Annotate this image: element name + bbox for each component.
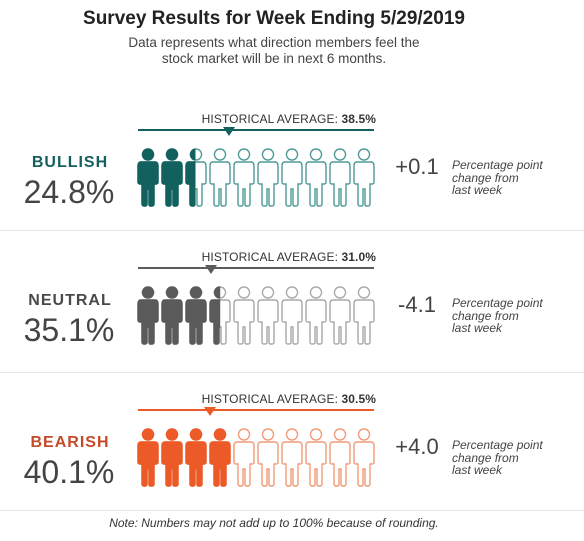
change-note-line-1: Percentage point (452, 438, 543, 452)
historical-average-line (138, 267, 374, 269)
change-note-line-3: last week (452, 321, 503, 335)
people-icon-row-bearish (137, 428, 375, 487)
percentage-value-bullish: 24.8% (23, 174, 115, 210)
rounding-footnote: Note: Numbers may not add up to 100% bec… (109, 516, 439, 530)
historical-average-label: HISTORICAL AVERAGE: 31.0% (180, 250, 376, 264)
person-icon-fill (209, 286, 221, 345)
historical-average-label: HISTORICAL AVERAGE: 30.5% (180, 392, 376, 406)
person-icon (161, 148, 183, 207)
category-label-bullish: BULLISH (31, 154, 109, 171)
person-icon (209, 286, 231, 345)
historical-average-marker (205, 265, 218, 274)
person-icon (329, 148, 351, 207)
section-divider (0, 230, 584, 231)
historical-average-line (138, 129, 374, 131)
bullish-section: HISTORICAL AVERAGE: 38.5% BULLISH 24.8% … (0, 98, 584, 238)
person-icon (281, 428, 303, 487)
neutral-section: HISTORICAL AVERAGE: 31.0% NEUTRAL 35.1% … (0, 236, 584, 376)
change-note-bullish: Percentage point change from last week (452, 159, 572, 197)
person-icon-fill (161, 286, 183, 345)
section-divider (0, 510, 584, 511)
change-note-line-2: change from (452, 308, 519, 323)
weekly-change-neutral: -4.1 (398, 292, 436, 317)
change-note-line-3: last week (452, 463, 503, 477)
historical-average-marker (222, 127, 235, 136)
category-label-neutral: NEUTRAL (28, 292, 112, 309)
historical-average-line (138, 409, 374, 411)
person-icon (209, 428, 231, 487)
weekly-change-bearish: +4.0 (395, 434, 439, 459)
change-note-line-1: Percentage point (452, 296, 543, 310)
person-icon (209, 148, 231, 207)
person-icon (257, 286, 279, 345)
person-icon (137, 286, 159, 345)
person-icon-fill (137, 148, 159, 207)
person-icon (281, 286, 303, 345)
person-icon (329, 286, 351, 345)
page-subtitle: Data represents what direction members f… (0, 35, 548, 67)
bearish-section: HISTORICAL AVERAGE: 30.5% BEARISH 40.1% … (0, 378, 584, 518)
person-icon (353, 428, 375, 487)
person-icon-fill (185, 428, 207, 487)
person-icon (233, 428, 255, 487)
change-note-bearish: Percentage point change from last week (452, 439, 572, 477)
person-icon (281, 148, 303, 207)
person-icon (353, 148, 375, 207)
category-label-bearish: BEARISH (30, 434, 110, 451)
historical-average-label: HISTORICAL AVERAGE: 38.5% (180, 112, 376, 126)
change-note-line-1: Percentage point (452, 158, 543, 172)
person-icon-fill (137, 428, 159, 487)
person-icon (233, 148, 255, 207)
percentage-value-bearish: 40.1% (23, 454, 115, 490)
person-icon-fill (161, 428, 183, 487)
historical-average-value: 38.5% (341, 112, 376, 126)
change-note-line-2: change from (452, 450, 519, 465)
person-icon-fill (161, 148, 183, 207)
person-icon (353, 286, 375, 345)
historical-average-value: 31.0% (341, 250, 376, 264)
historical-average-text: HISTORICAL AVERAGE: (201, 392, 339, 406)
person-icon (137, 428, 159, 487)
person-icon (137, 148, 159, 207)
people-icon-row-bullish (137, 148, 375, 207)
person-icon-fill (137, 286, 159, 345)
subtitle-line-1: Data represents what direction members f… (128, 35, 420, 50)
person-icon (185, 148, 207, 207)
historical-average-text: HISTORICAL AVERAGE: (201, 250, 339, 264)
person-icon (257, 148, 279, 207)
person-icon (329, 428, 351, 487)
percentage-value-neutral: 35.1% (23, 312, 115, 348)
section-divider (0, 372, 584, 373)
person-icon-fill (185, 286, 207, 345)
person-icon (161, 428, 183, 487)
historical-average-value: 30.5% (341, 392, 376, 406)
person-icon (257, 428, 279, 487)
weekly-change-bullish: +0.1 (395, 154, 439, 179)
person-icon (305, 148, 327, 207)
person-icon (185, 428, 207, 487)
change-note-line-3: last week (452, 183, 503, 197)
person-icon (305, 286, 327, 345)
subtitle-line-2: stock market will be in next 6 months. (161, 51, 387, 66)
historical-average-text: HISTORICAL AVERAGE: (201, 112, 339, 126)
person-icon (161, 286, 183, 345)
page-title: Survey Results for Week Ending 5/29/2019 (83, 8, 465, 29)
change-note-line-2: change from (452, 170, 519, 185)
person-icon (185, 286, 207, 345)
person-icon (233, 286, 255, 345)
historical-average-marker (203, 407, 216, 416)
person-icon (305, 428, 327, 487)
person-icon-fill (185, 148, 196, 207)
change-note-neutral: Percentage point change from last week (452, 297, 572, 335)
people-icon-row-neutral (137, 286, 375, 345)
person-icon-fill (209, 428, 231, 487)
